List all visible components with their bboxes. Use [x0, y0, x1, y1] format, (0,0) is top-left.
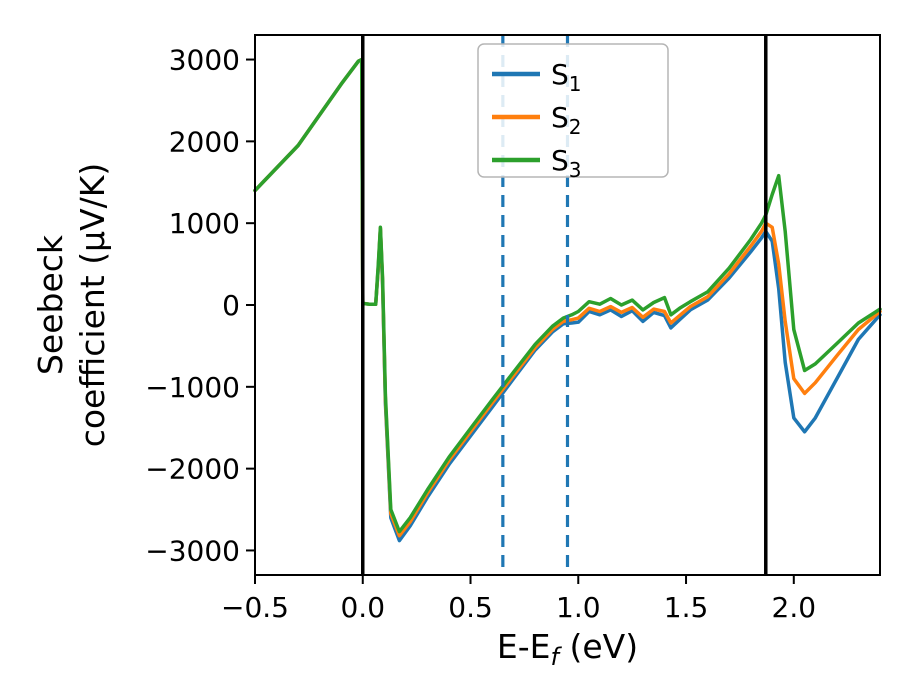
legend-label-s3: S3 — [551, 144, 582, 182]
y-tick-label: −3000 — [145, 534, 240, 567]
legend: S1 S2 S3 — [477, 43, 669, 182]
legend-label-s1: S1 — [551, 58, 582, 96]
y-tick-label: 2000 — [169, 125, 240, 158]
x-tick-label: 0.5 — [448, 591, 493, 624]
y-axis-label-line-2: coefficient (μV/K) — [73, 163, 112, 448]
x-tick-label: −0.5 — [221, 591, 289, 624]
legend-box — [477, 43, 669, 178]
y-axis-label-line-1: Seebeck — [31, 234, 70, 375]
y-tick-label: 1000 — [169, 207, 240, 240]
x-tick-label: 2.0 — [772, 591, 817, 624]
y-tick-label: 0 — [222, 289, 240, 322]
x-tick-label: 1.5 — [664, 591, 709, 624]
x-tick-label: 0.0 — [340, 591, 385, 624]
x-tick-label: 1.0 — [556, 591, 601, 624]
legend-label-s2: S2 — [551, 101, 582, 139]
y-tick-label: −1000 — [145, 371, 240, 404]
series-line-s3 — [253, 57, 882, 534]
y-tick-label: 3000 — [169, 44, 240, 77]
y-tick-label: −2000 — [145, 453, 240, 486]
x-axis-label: E-Ef (eV) — [497, 627, 638, 671]
